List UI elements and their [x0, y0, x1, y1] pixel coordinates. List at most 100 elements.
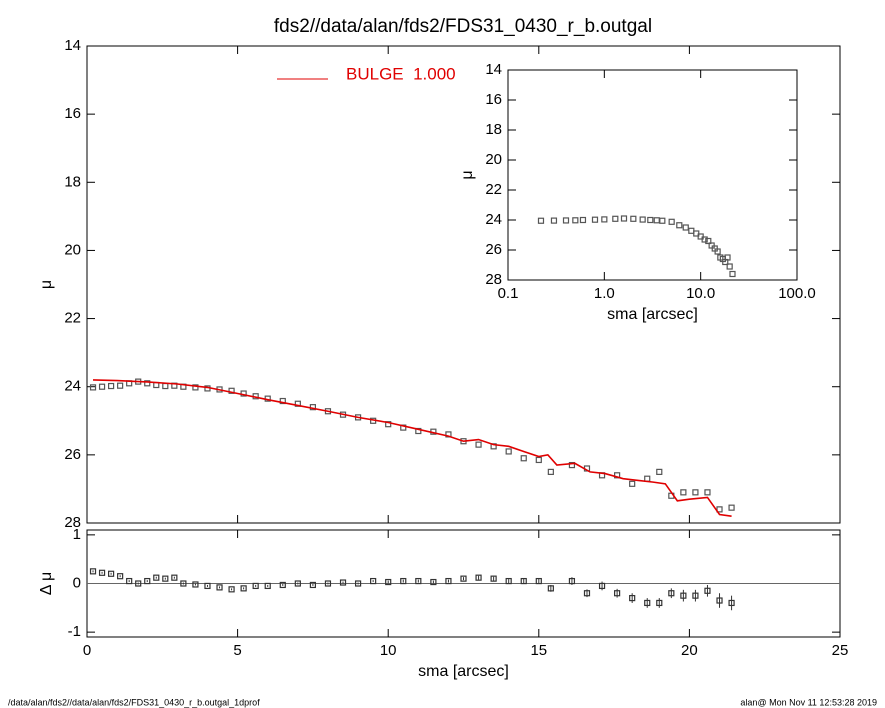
- data-point: [240, 585, 247, 592]
- data-point: [107, 570, 115, 577]
- y-tick-label: 1: [73, 526, 81, 543]
- data-point: [144, 577, 151, 585]
- data-point: [400, 577, 407, 585]
- data-point: [445, 577, 452, 585]
- y-tick-label: 28: [485, 271, 502, 288]
- y-tick-label: 16: [64, 105, 81, 122]
- data-point: [309, 581, 316, 589]
- data-point: [579, 216, 587, 224]
- x-axis-label: sma [arcsec]: [418, 663, 509, 680]
- data-point: [568, 461, 576, 469]
- data-point: [714, 248, 721, 255]
- data-point: [505, 448, 512, 455]
- x-tick-label: 0.1: [498, 285, 519, 302]
- data-point: [98, 383, 106, 390]
- data-point: [385, 578, 392, 586]
- data-point: [630, 215, 637, 222]
- data-point: [144, 380, 151, 387]
- y-tick-label: 24: [64, 378, 81, 395]
- data-point: [729, 270, 736, 278]
- data-point: [117, 382, 124, 389]
- data-point: [171, 574, 178, 581]
- data-point: [644, 599, 651, 607]
- y-tick-label: 26: [64, 446, 81, 463]
- x-tick-label: 100.0: [778, 285, 816, 302]
- y-tick-label: 16: [485, 91, 502, 108]
- axes-frame: [86, 45, 841, 524]
- data-point: [728, 504, 735, 511]
- data-point: [716, 597, 723, 604]
- data-point: [228, 586, 235, 593]
- data-point: [460, 575, 467, 582]
- x-tick-label: 10.0: [686, 285, 715, 302]
- data-point: [591, 216, 599, 223]
- data-point: [647, 216, 654, 224]
- data-point: [216, 584, 223, 591]
- data-point: [430, 578, 437, 586]
- data-point: [668, 218, 675, 225]
- data-point: [701, 236, 708, 243]
- data-point: [279, 397, 286, 405]
- data-point: [192, 384, 199, 391]
- data-point: [668, 590, 675, 597]
- data-point: [550, 217, 558, 224]
- data-point: [279, 581, 286, 589]
- data-point: [726, 263, 733, 270]
- y-tick-label: 18: [485, 121, 502, 138]
- data-point: [659, 217, 666, 224]
- data-point: [705, 237, 712, 245]
- axes-frame: [507, 69, 798, 281]
- footer-right: alan@ Mon Nov 11 12:53:28 2019: [740, 697, 877, 707]
- data-point: [547, 468, 554, 475]
- data-point: [264, 582, 271, 590]
- y-tick-label: 28: [64, 514, 81, 531]
- data-point: [614, 590, 621, 597]
- data-point: [370, 577, 377, 585]
- y-tick-label: 22: [64, 310, 81, 327]
- data-point: [728, 599, 735, 607]
- y-axis-label: μ: [38, 280, 55, 289]
- model-line: [93, 379, 732, 517]
- data-point: [537, 217, 545, 224]
- y-tick-label: 18: [64, 173, 81, 190]
- data-point: [656, 468, 663, 475]
- y-tick-label: -1: [68, 623, 81, 640]
- data-point: [89, 384, 97, 391]
- data-point: [107, 382, 115, 390]
- data-point: [547, 585, 554, 592]
- x-tick-label: 20: [681, 642, 698, 659]
- data-point: [162, 575, 169, 582]
- data-point: [505, 577, 512, 585]
- data-point: [656, 599, 663, 607]
- data-point: [520, 577, 527, 585]
- data-point: [583, 590, 591, 597]
- data-point: [153, 574, 160, 581]
- data-point: [98, 569, 106, 576]
- y-tick-label: 20: [485, 151, 502, 168]
- data-point: [354, 580, 362, 587]
- data-point: [162, 382, 169, 390]
- x-tick-label: 10: [380, 642, 397, 659]
- y-tick-label: 24: [485, 211, 502, 228]
- data-point: [520, 455, 527, 462]
- data-point: [572, 217, 579, 224]
- data-point: [204, 582, 211, 590]
- data-point: [180, 580, 187, 587]
- data-point: [692, 489, 699, 496]
- legend-label: BULGE 1.000: [346, 64, 456, 83]
- y-tick-label: 22: [485, 181, 502, 198]
- y-tick-label: 0: [73, 574, 81, 591]
- data-point: [598, 582, 606, 590]
- data-point: [294, 580, 301, 587]
- data-point: [653, 217, 660, 224]
- data-point: [680, 592, 687, 599]
- data-point: [704, 489, 711, 496]
- footer-left: /data/alan/fds2//data/alan/fds2/FDS31_04…: [8, 697, 260, 707]
- data-point: [89, 568, 97, 575]
- data-point: [688, 227, 695, 234]
- data-point: [535, 456, 542, 464]
- data-point: [535, 577, 542, 585]
- y-tick-label: 14: [64, 37, 81, 54]
- data-point: [192, 581, 199, 588]
- data-point: [601, 216, 608, 223]
